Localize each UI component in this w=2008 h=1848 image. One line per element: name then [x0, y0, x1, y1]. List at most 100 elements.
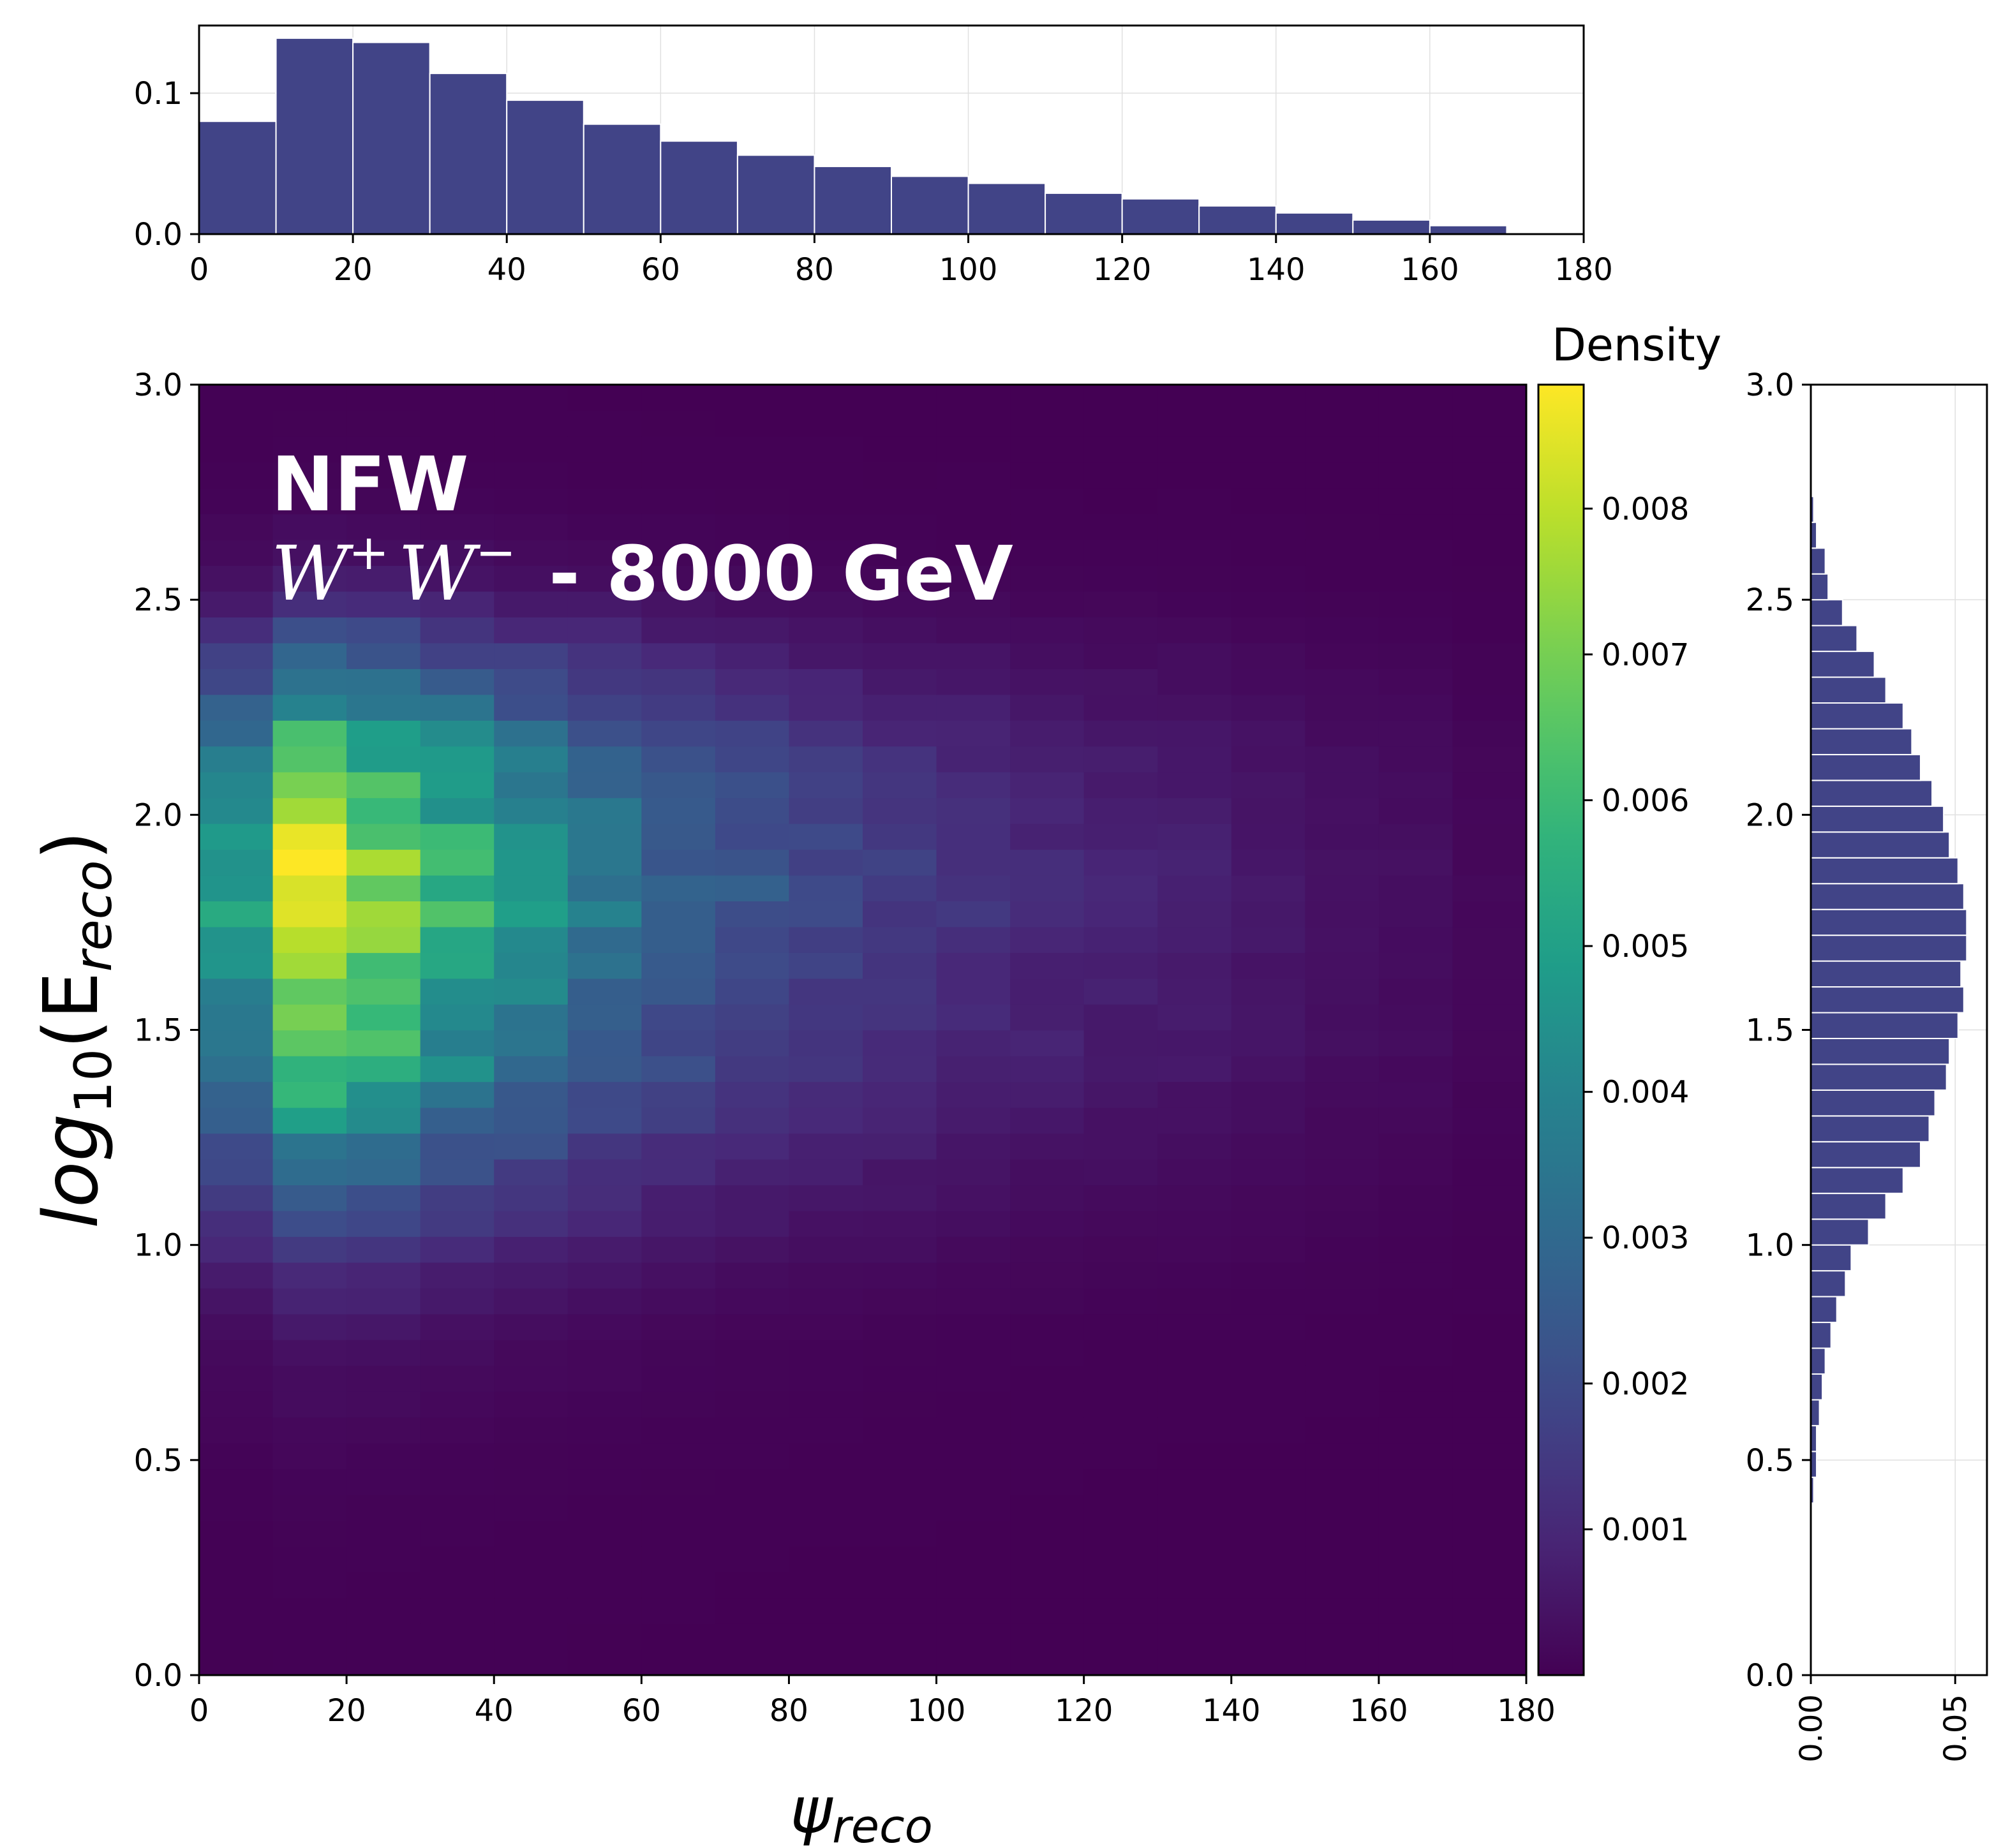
heatmap-cell	[346, 462, 421, 489]
heatmap-cell	[1010, 1004, 1085, 1031]
heatmap-cell	[346, 1442, 421, 1470]
heatmap-cell	[567, 1055, 643, 1083]
heatmap-cell	[715, 487, 790, 515]
heatmap-cell	[641, 436, 716, 463]
heatmap-cell	[494, 1107, 569, 1134]
heatmap-cell	[1010, 1133, 1085, 1160]
heatmap-cell	[420, 1288, 495, 1315]
heatmap-cell	[420, 1158, 495, 1186]
heatmap-cell	[1231, 1288, 1306, 1315]
heatmap-cell	[936, 436, 1011, 463]
heatmap-cell	[936, 539, 1011, 566]
heatmap-cell	[641, 1442, 716, 1470]
heatmap-cell	[494, 1288, 569, 1315]
heatmap-cell	[789, 1030, 863, 1056]
heatmap-cell	[1305, 849, 1380, 876]
heatmap-cell	[272, 1313, 347, 1340]
heatmap-cell	[567, 1133, 643, 1160]
heatmap-cell	[199, 487, 274, 515]
heatmap-cell	[1010, 487, 1085, 515]
heatmap-cell	[863, 926, 937, 953]
top-x-tick-label: 60	[641, 252, 680, 288]
heatmap-cell	[1231, 1623, 1306, 1650]
heatmap-cell	[494, 746, 569, 772]
heatmap-cell	[1083, 694, 1159, 721]
right-histogram-bar	[1810, 960, 1962, 988]
heatmap-cell	[272, 1365, 347, 1392]
x-label-sub: reco	[832, 1800, 933, 1848]
heatmap-cell	[1157, 1623, 1232, 1650]
heatmap-cell	[1157, 1572, 1232, 1599]
heatmap-cell	[1378, 875, 1454, 901]
heatmap-cell	[346, 849, 421, 876]
heatmap-cell	[1378, 462, 1454, 489]
heatmap-cell	[494, 1055, 569, 1083]
heatmap-cell	[346, 952, 421, 979]
heatmap-cell	[641, 1313, 716, 1340]
top-histogram-bar	[891, 175, 969, 235]
heatmap-cell	[863, 1185, 937, 1211]
heatmap-cell	[1231, 487, 1306, 515]
heatmap-cell	[199, 1546, 274, 1572]
heatmap-cell	[789, 565, 863, 592]
heatmap-cell	[789, 1081, 863, 1108]
right-histogram-bar	[1810, 625, 1858, 653]
heatmap-cell	[272, 1623, 347, 1650]
heatmap-cell	[1083, 410, 1159, 437]
heatmap-cell	[1305, 514, 1380, 540]
heatmap-cell	[789, 1313, 863, 1340]
heatmap-cell	[789, 823, 863, 850]
heatmap-cell	[420, 849, 495, 876]
heatmap-cell	[641, 1572, 716, 1599]
heatmap-cell	[1452, 1288, 1527, 1315]
heatmap-cell	[715, 1081, 790, 1108]
heatmap-cell	[1378, 823, 1454, 850]
heatmap-cell	[346, 901, 421, 928]
heatmap-cell	[1083, 617, 1159, 644]
heatmap-cell	[936, 514, 1011, 540]
heatmap-cell	[1305, 436, 1380, 463]
heatmap-cell	[641, 514, 716, 540]
heatmap-cell	[346, 1391, 421, 1418]
heatmap-cell	[272, 720, 347, 747]
heatmap-cell	[1305, 746, 1380, 772]
heatmap-cell	[346, 746, 421, 772]
heatmap-cell	[936, 591, 1011, 617]
heatmap-cell	[567, 487, 643, 515]
right-histogram-bar	[1810, 573, 1829, 601]
heatmap-cell	[936, 1468, 1011, 1495]
heatmap-cell	[641, 1210, 716, 1237]
main-y-tick-label: 0.0	[134, 1658, 182, 1694]
heatmap-cell	[936, 669, 1011, 695]
heatmap-cell	[936, 462, 1011, 489]
right-histogram-bar	[1810, 753, 1921, 781]
heatmap-cell	[1010, 694, 1085, 721]
heatmap-cell	[715, 1262, 790, 1289]
heatmap-cell	[1010, 1030, 1085, 1056]
heatmap-cell	[272, 1417, 347, 1444]
heatmap-cell	[1452, 720, 1527, 747]
heatmap-cell	[641, 1107, 716, 1134]
heatmap-cell	[936, 1365, 1011, 1392]
top-y-tick-label: 0.0	[134, 217, 182, 253]
heatmap-cell	[346, 694, 421, 721]
heatmap-cell	[1157, 436, 1232, 463]
right-histogram-bar	[1810, 883, 1965, 910]
heatmap-cell	[1083, 720, 1159, 747]
heatmap-cell	[346, 565, 421, 592]
heatmap-cell	[346, 875, 421, 901]
heatmap-cell	[789, 1520, 863, 1547]
heatmap-cell	[272, 1520, 347, 1547]
heatmap-cell	[789, 1572, 863, 1599]
main-heatmap-panel: 0 20 40 60 80 100 120 140 160 180 0.0 0.5 1.0 1.5 2.0…	[27, 367, 1556, 1848]
top-x-tick-label: 80	[795, 252, 834, 288]
heatmap-cell	[272, 1391, 347, 1418]
colorbar-tick-label: 0.001	[1602, 1512, 1689, 1548]
heatmap-cell	[420, 1030, 495, 1056]
main-y-tick-label: 3.0	[134, 367, 182, 403]
heatmap-cell	[1305, 926, 1380, 953]
heatmap-cell	[1083, 849, 1159, 876]
right-histogram-bar	[1810, 780, 1933, 807]
main-y-tick-label: 0.5	[134, 1443, 182, 1479]
colorbar: 0.001 0.002 0.003 0.004 0.005 0.006 0.007 0.008…	[1537, 319, 1722, 1676]
